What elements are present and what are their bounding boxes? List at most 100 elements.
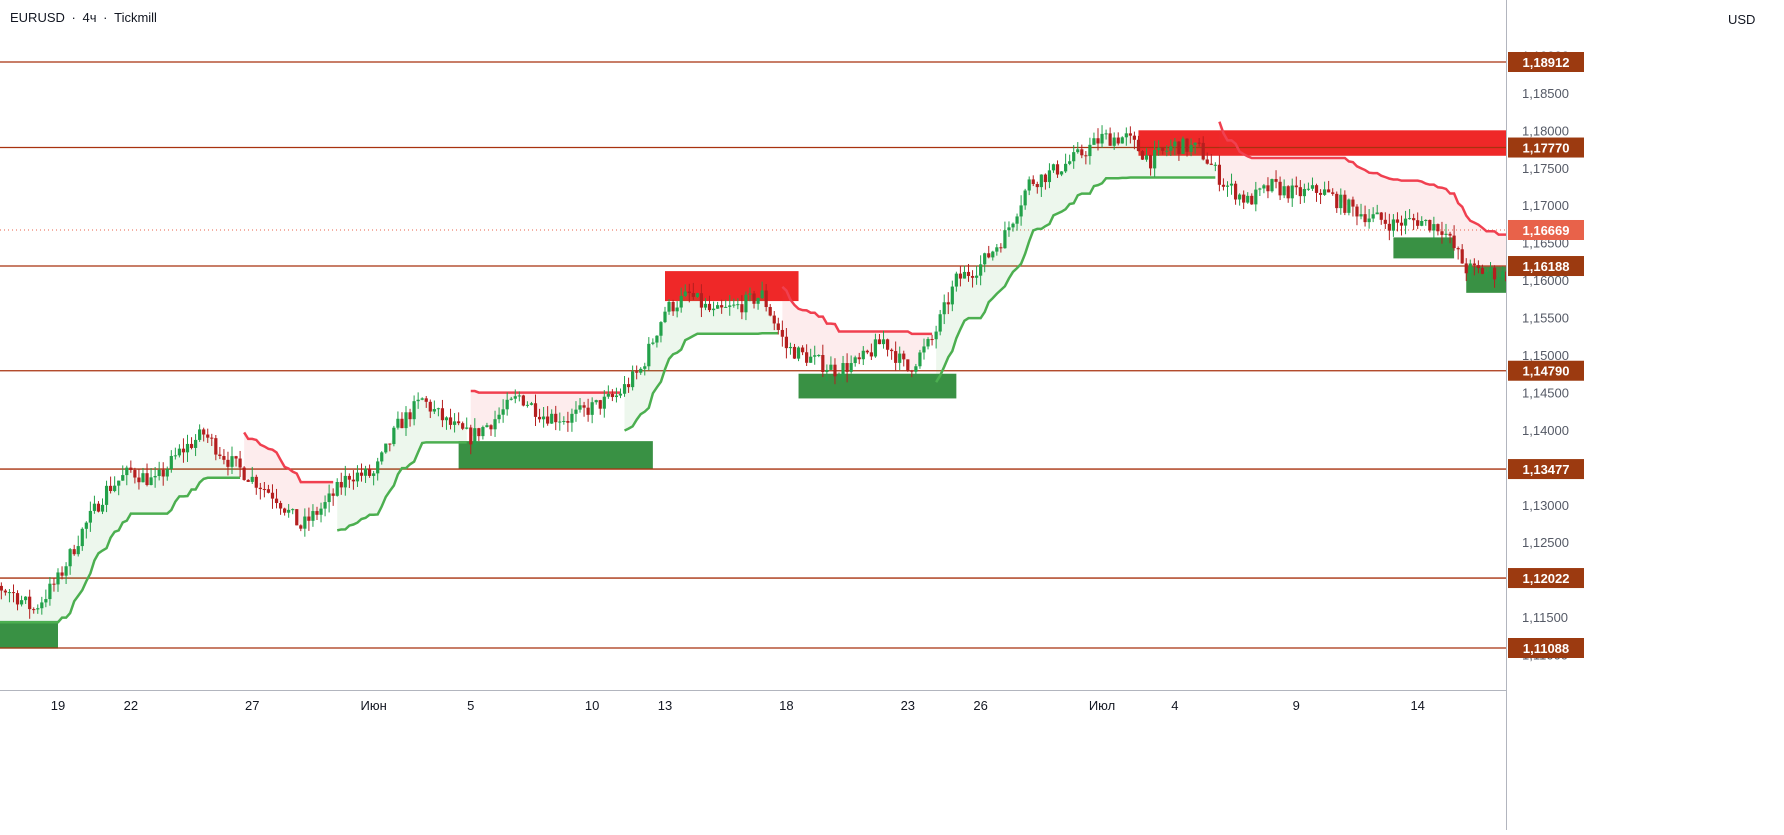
supply-zone bbox=[665, 271, 799, 302]
bearish-candle bbox=[52, 583, 56, 585]
bullish-candle bbox=[853, 357, 857, 364]
bearish-candle bbox=[206, 434, 210, 438]
bullish-candle bbox=[1444, 233, 1448, 235]
bullish-candle bbox=[355, 472, 360, 482]
bullish-candle bbox=[165, 469, 169, 477]
bearish-candle bbox=[1221, 184, 1226, 187]
bearish-candle bbox=[72, 549, 76, 555]
bullish-candle bbox=[1229, 183, 1234, 186]
bullish-candle bbox=[1375, 212, 1379, 215]
bullish-candle bbox=[1371, 214, 1375, 219]
bullish-candle bbox=[942, 302, 946, 315]
bullish-candle bbox=[88, 510, 92, 523]
symbol-label[interactable]: EURUSD bbox=[10, 10, 65, 25]
bearish-candle bbox=[1343, 194, 1347, 213]
time-tick-label: 10 bbox=[585, 698, 599, 713]
bullish-candle bbox=[578, 405, 582, 410]
bullish-candle bbox=[24, 596, 28, 601]
bullish-candle bbox=[643, 366, 647, 369]
bullish-candle bbox=[728, 305, 732, 307]
bullish-candle bbox=[173, 455, 177, 457]
bullish-candle bbox=[950, 286, 954, 305]
bullish-candle bbox=[703, 303, 708, 308]
time-tick-label: 4 bbox=[1171, 698, 1178, 713]
supertrend-up-line bbox=[935, 176, 1216, 383]
bearish-candle bbox=[946, 302, 950, 305]
bullish-candle bbox=[732, 304, 736, 306]
bearish-candle bbox=[521, 395, 525, 406]
current-price-badge bbox=[1508, 219, 1584, 240]
bearish-candle bbox=[610, 393, 614, 398]
bullish-candle bbox=[748, 293, 752, 295]
bearish-candle bbox=[1161, 147, 1165, 151]
bullish-candle bbox=[372, 473, 376, 476]
bearish-candle bbox=[32, 609, 36, 611]
time-tick-label: 18 bbox=[779, 698, 793, 713]
time-tick-label: 23 bbox=[901, 698, 915, 713]
bullish-candle bbox=[922, 346, 926, 353]
bullish-candle bbox=[117, 480, 121, 486]
price-tick-label: 1,13000 bbox=[1522, 498, 1569, 513]
time-tick-label: 26 bbox=[973, 698, 987, 713]
price-tick-label: 1,16000 bbox=[1522, 273, 1569, 288]
bearish-candle bbox=[218, 454, 222, 457]
bullish-candle bbox=[1068, 161, 1072, 164]
level-price-badge bbox=[1508, 137, 1584, 158]
bearish-candle bbox=[424, 398, 428, 402]
bullish-candle bbox=[323, 502, 327, 509]
bearish-candle bbox=[339, 481, 343, 488]
bullish-candle bbox=[991, 251, 995, 258]
bearish-candle bbox=[238, 458, 242, 468]
level-price-badge-label: 1,13477 bbox=[1523, 462, 1570, 477]
timeframe-label[interactable]: 4ч bbox=[82, 10, 97, 25]
bearish-candle bbox=[1055, 164, 1060, 175]
level-price-badge-label: 1,11088 bbox=[1523, 641, 1569, 656]
bearish-candle bbox=[428, 401, 432, 412]
level-price-badge bbox=[1508, 459, 1584, 480]
bullish-candle bbox=[1064, 163, 1068, 172]
supertrend-up-line bbox=[0, 476, 241, 624]
bearish-candle bbox=[1132, 135, 1137, 140]
bearish-candle bbox=[234, 456, 238, 459]
bullish-candle bbox=[36, 608, 40, 610]
bearish-candle bbox=[1250, 195, 1254, 205]
supertrend-up-line bbox=[623, 331, 779, 432]
currency-label[interactable]: USD bbox=[1728, 12, 1756, 27]
bullish-candle bbox=[287, 509, 291, 513]
bearish-candle bbox=[299, 525, 303, 529]
bearish-candle bbox=[1031, 179, 1035, 185]
bearish-candle bbox=[96, 503, 101, 512]
bearish-candle bbox=[890, 349, 894, 352]
bearish-candle bbox=[1274, 179, 1278, 182]
bearish-candle bbox=[958, 273, 963, 279]
price-tick-label: 1,18000 bbox=[1522, 123, 1569, 138]
bullish-candle bbox=[19, 600, 24, 605]
bearish-candle bbox=[1492, 267, 1497, 280]
bearish-candle bbox=[857, 357, 861, 360]
time-tick-label: 19 bbox=[51, 698, 65, 713]
bearish-candle bbox=[999, 247, 1003, 249]
bearish-candle bbox=[1355, 206, 1359, 217]
supertrend-up-line bbox=[336, 441, 467, 532]
bearish-candle bbox=[189, 443, 194, 448]
bearish-candle bbox=[546, 416, 550, 424]
bullish-candle bbox=[562, 421, 566, 423]
bullish-candle bbox=[452, 421, 457, 425]
bearish-candle bbox=[60, 572, 64, 576]
zones-layer bbox=[0, 130, 1705, 649]
bullish-candle bbox=[1003, 230, 1007, 249]
bearish-candle bbox=[768, 307, 772, 316]
bullish-candle bbox=[44, 599, 48, 603]
bullish-candle bbox=[825, 369, 829, 372]
bullish-candle bbox=[647, 343, 651, 367]
bullish-candle bbox=[1100, 133, 1104, 144]
bullish-candle bbox=[444, 417, 449, 421]
bullish-candle bbox=[1310, 185, 1315, 189]
bullish-candle bbox=[384, 443, 388, 453]
price-tick-label: 1,17000 bbox=[1522, 198, 1569, 213]
separator: · bbox=[103, 10, 108, 25]
bearish-candle bbox=[1278, 181, 1282, 196]
level-price-badge-label: 1,14790 bbox=[1523, 364, 1570, 379]
